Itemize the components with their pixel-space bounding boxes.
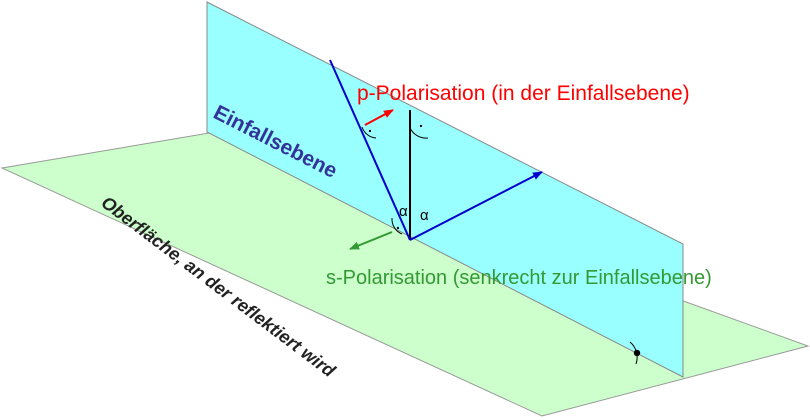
right-angle-arc-s <box>391 217 403 235</box>
angle-label-reflected: α <box>420 207 429 224</box>
angle-label-incident: α <box>399 203 408 220</box>
p-polarisation-arrow <box>364 109 394 126</box>
right-angle-arc-p <box>361 126 377 139</box>
reflected-beam <box>409 171 543 241</box>
incident-beam <box>329 59 411 241</box>
plane-of-incidence <box>206 1 684 378</box>
right-angle-arc-normal <box>409 127 429 139</box>
right-angle-dot-p: . <box>368 119 372 135</box>
right-angle-dot-normal: . <box>419 114 423 130</box>
right-angle-dot-edge <box>633 349 641 357</box>
reflecting-surface <box>0 131 810 417</box>
s-polarisation-label: s-Polarisation (senkrecht zur Einfallseb… <box>326 267 712 289</box>
p-polarisation-label: p-Polarisation (in der Einfallsebene) <box>357 82 690 105</box>
s-polarisation-arrow <box>349 231 393 250</box>
right-angle-dot-s: . <box>396 216 400 232</box>
